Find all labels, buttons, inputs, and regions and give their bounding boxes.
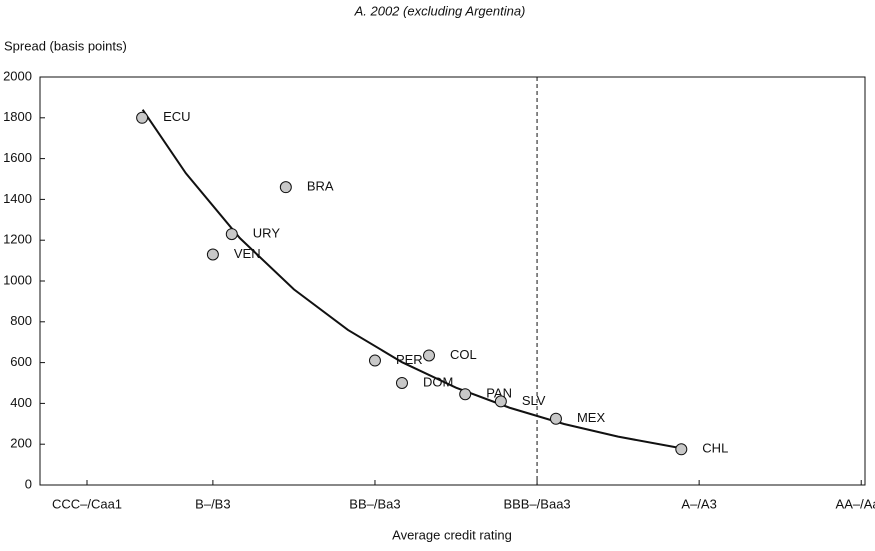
point-label: URY [253,226,281,241]
y-tick-label: 1200 [3,232,32,247]
point-label: DOM [423,374,453,389]
point-label: VEN [234,246,261,261]
x-tick-label: BBB–/Baa3 [503,496,570,511]
x-tick-label: A–/A3 [681,496,716,511]
y-tick-label: 600 [10,354,32,369]
point-label: SLV [522,393,546,408]
x-tick-label: B–/B3 [195,496,230,511]
point [494,395,507,408]
point [368,354,381,367]
point-label: COL [450,347,477,362]
x-axis-label: Average credit rating [392,527,512,542]
y-tick-label: 2000 [3,68,32,83]
y-tick-label: 1000 [3,272,32,287]
point [459,388,472,401]
y-tick-label: 400 [10,395,32,410]
y-tick-label: 1800 [3,109,32,124]
point [549,412,562,425]
trend-line [141,109,682,450]
point [675,443,688,456]
point-label: BRA [307,179,334,194]
chart-title: A. 2002 (excluding Argentina) [354,3,526,18]
x-tick-label: CCC–/Caa1 [52,496,122,511]
point [136,111,149,124]
point-label: MEX [577,410,606,425]
point-label: CHL [702,441,728,456]
y-tick-label: 1400 [3,191,32,206]
point [395,377,408,389]
point [279,181,292,194]
point-label: PER [396,352,423,367]
point [206,248,219,261]
y-tick-label: 0 [25,476,32,491]
plot-frame [39,76,866,486]
point-label: PAN [486,386,512,401]
y-tick-label: 800 [10,313,32,328]
point [225,228,238,241]
y-axis-label: Spread (basis points) [4,38,127,53]
x-tick-label: AA–/Aa3 [836,496,875,511]
point-label: ECU [163,109,190,124]
y-tick-label: 1600 [3,150,32,165]
y-tick-label: 200 [10,436,32,451]
x-tick-label: BB–/Ba3 [349,496,400,511]
point [422,349,435,362]
